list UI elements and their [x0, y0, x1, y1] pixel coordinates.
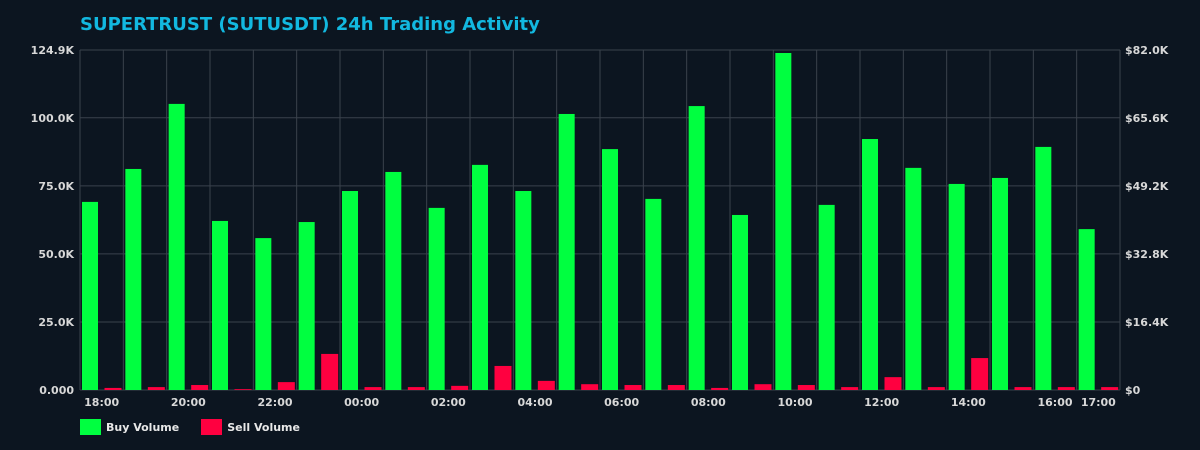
x-tick-label: 22:00 — [257, 396, 292, 409]
legend-label-sell: Sell Volume — [227, 420, 300, 434]
bar-buy-11:00 — [818, 204, 835, 390]
bar-sell-07:00 — [667, 385, 685, 390]
bar-buy-20:00 — [168, 103, 185, 391]
bar-sell-02:00 — [451, 385, 469, 390]
bar-sell-01:00 — [407, 387, 425, 390]
chart-title: SUPERTRUST (SUTUSDT) 24h Trading Activit… — [80, 14, 540, 35]
bar-buy-21:00 — [212, 220, 228, 390]
x-tick-label: 04:00 — [517, 396, 552, 409]
bar-sell-18:00 — [104, 387, 122, 390]
bar-sell-20:00 — [191, 385, 209, 390]
y-left-tick-label: 50.0K — [38, 248, 74, 261]
bar-sell-04:00 — [537, 380, 555, 390]
legend-label-buy: Buy Volume — [106, 420, 180, 434]
y-left-tick-label: 0.000 — [39, 384, 74, 397]
bar-buy-09:00 — [732, 214, 748, 390]
x-tick-label: 00:00 — [344, 396, 379, 409]
bar-buy-23:00 — [298, 222, 315, 390]
y-right-tick-label: $0 — [1125, 384, 1141, 397]
y-right-tick-label: $65.6K — [1125, 112, 1169, 125]
x-tick-label: 14:00 — [951, 396, 986, 409]
bar-buy-06:00 — [602, 149, 618, 390]
bar-sell-17:00 — [1101, 387, 1119, 390]
bar-buy-15:00 — [992, 177, 1008, 390]
bar-sell-00:00 — [364, 387, 382, 390]
x-tick-label: 06:00 — [604, 396, 639, 409]
bar-buy-02:00 — [428, 207, 445, 390]
x-tick-label: 08:00 — [691, 396, 726, 409]
bar-buy-05:00 — [558, 113, 575, 390]
bar-sell-13:00 — [927, 387, 945, 390]
bar-buy-03:00 — [472, 164, 488, 390]
legend-item-sell: Sell Volume — [201, 419, 300, 435]
bar-sell-15:00 — [1014, 387, 1032, 390]
x-tick-label: 12:00 — [864, 396, 899, 409]
y-right-tick-label: $49.2K — [1125, 180, 1169, 193]
bar-buy-01:00 — [385, 171, 402, 390]
bar-sell-14:00 — [971, 358, 989, 390]
y-right-tick-label: $82.0K — [1125, 44, 1169, 57]
y-left-tick-label: 124.9K — [31, 44, 75, 57]
y-left-tick-label: 100.0K — [31, 112, 75, 125]
bar-sell-10:00 — [797, 385, 815, 390]
x-tick-label: 18:00 — [84, 396, 119, 409]
y-left-tick-label: 75.0K — [38, 180, 74, 193]
legend-swatch-sell — [201, 419, 223, 435]
bar-sell-09:00 — [754, 384, 772, 390]
bar-buy-16:00 — [1035, 146, 1052, 390]
bar-buy-08:00 — [688, 106, 705, 391]
legend: Buy Volume Sell Volume — [80, 419, 300, 435]
legend-item-buy: Buy Volume — [80, 419, 179, 435]
bar-sell-22:00 — [277, 382, 295, 390]
bar-buy-00:00 — [342, 191, 358, 390]
bar-sell-06:00 — [624, 385, 642, 390]
bar-buy-18:00 — [82, 201, 98, 390]
bar-buy-12:00 — [862, 139, 878, 390]
bar-buy-22:00 — [255, 238, 272, 390]
bar-buy-13:00 — [905, 167, 922, 390]
bar-buy-14:00 — [948, 183, 965, 390]
bar-sell-23:00 — [321, 353, 339, 390]
bar-sell-19:00 — [147, 387, 165, 390]
bar-buy-07:00 — [645, 198, 662, 390]
bar-sell-03:00 — [494, 365, 512, 390]
x-tick-label: 02:00 — [431, 396, 466, 409]
bar-buy-19:00 — [125, 168, 142, 390]
bar-buy-17:00 — [1078, 229, 1095, 390]
bar-sell-12:00 — [884, 377, 902, 390]
bar-sell-11:00 — [841, 387, 859, 390]
bar-buy-10:00 — [775, 52, 792, 391]
legend-swatch-buy — [80, 419, 101, 435]
y-right-tick-label: $16.4K — [1125, 316, 1169, 329]
x-tick-label: 17:00 — [1081, 396, 1116, 409]
y-left-tick-label: 25.0K — [38, 316, 74, 329]
bar-sell-08:00 — [711, 387, 729, 390]
x-tick-label: 20:00 — [171, 396, 206, 409]
x-tick-label: 10:00 — [777, 396, 812, 409]
bar-sell-21:00 — [234, 389, 252, 390]
x-tick-label: 16:00 — [1037, 396, 1072, 409]
bar-sell-05:00 — [581, 384, 599, 390]
bar-sell-16:00 — [1057, 387, 1075, 390]
y-right-tick-label: $32.8K — [1125, 248, 1169, 261]
bar-buy-04:00 — [515, 191, 532, 390]
